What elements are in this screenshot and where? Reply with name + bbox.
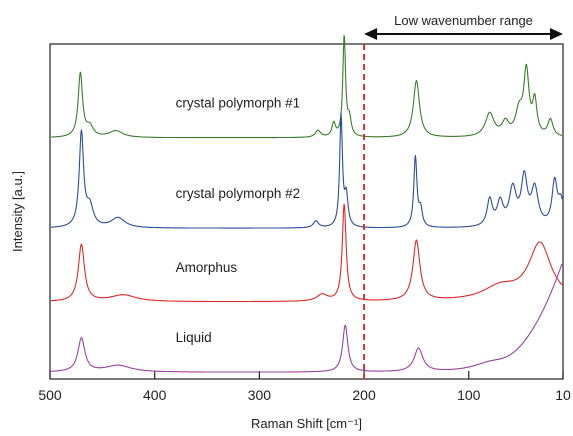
x-tick-label-10: 10	[555, 387, 571, 403]
low-wavenumber-range-label: Low wavenumber range	[394, 13, 533, 28]
x-tick-label-500: 500	[38, 387, 62, 403]
series-line-liquid	[50, 263, 563, 373]
plot-frame	[49, 43, 564, 380]
series-label-liquid: Liquid	[176, 330, 212, 345]
series-label-crystal-polymorph-1: crystal polymorph #1	[176, 96, 301, 111]
series-layer: crystal polymorph #1 crystal polymorph #2…	[50, 34, 563, 373]
x-tick-label-400: 400	[143, 387, 167, 403]
arrow-head-right	[550, 28, 563, 40]
arrow-head-left	[364, 28, 378, 40]
series-label-crystal-polymorph-2: crystal polymorph #2	[176, 186, 301, 201]
x-tick-label-200: 200	[352, 387, 376, 403]
series-line-crystal-polymorph-1	[50, 34, 563, 139]
x-tick-label-100: 100	[457, 387, 481, 403]
y-axis-label: Intensity [a.u.]	[10, 171, 25, 252]
x-axis-ticks: 500 400 300 200 100 10	[38, 371, 571, 403]
series-label-amorphus: Amorphus	[176, 260, 238, 275]
x-tick-label-300: 300	[248, 387, 272, 403]
annotation-layer: Low wavenumber range	[364, 13, 563, 40]
series-line-amorphus	[50, 203, 563, 303]
series-line-crystal-polymorph-2	[50, 112, 563, 229]
x-axis-label: Raman Shift [cm⁻¹]	[251, 416, 362, 431]
